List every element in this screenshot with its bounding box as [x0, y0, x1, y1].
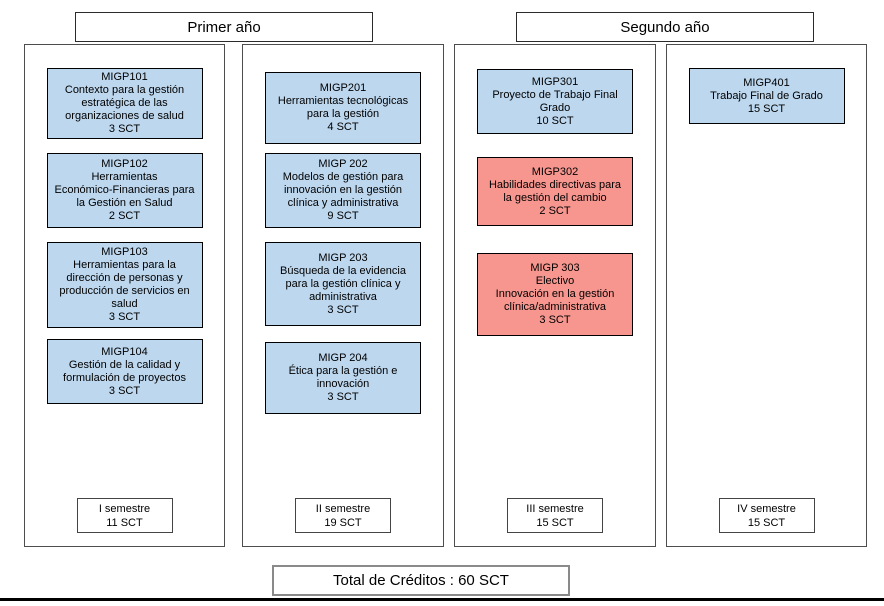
semester-column-2: MIGP201 Herramientas tecnológicas para l… [242, 44, 444, 547]
semester-column-3: MIGP301 Proyecto de Trabajo Final Grado … [454, 44, 656, 547]
year-title-primer-ano: Primer año [75, 12, 373, 42]
course-title: Gestión de la calidad y formulación de p… [63, 358, 186, 384]
course-box-migp303: MIGP 303 Electivo Innovación en la gesti… [477, 253, 633, 336]
semester-column-1: MIGP101 Contexto para la gestión estraté… [24, 44, 225, 547]
semester-credits: 19 SCT [324, 516, 362, 529]
total-credits-box: Total de Créditos : 60 SCT [272, 565, 570, 596]
course-title: Proyecto de Trabajo Final Grado [492, 88, 618, 114]
course-code: MIGP 204 [318, 352, 368, 364]
semester-name: II semestre [315, 502, 371, 515]
course-code: MIGP 303 [530, 262, 580, 274]
course-title: Herramientas tecnológicas para la gestió… [277, 95, 409, 120]
course-box-migp104: MIGP104 Gestión de la calidad y formulac… [46, 339, 203, 404]
semester-credits: 15 SCT [747, 516, 786, 529]
course-box-migp301: MIGP301 Proyecto de Trabajo Final Grado … [477, 69, 633, 134]
course-title: Electivo Innovación en la gestión clínic… [495, 275, 615, 313]
course-title: Contexto para la gestión estratégica de … [64, 84, 185, 122]
course-code: MIGP 202 [318, 158, 368, 170]
semester-name: IV semestre [737, 502, 796, 515]
year-title-segundo-ano: Segundo año [516, 12, 814, 42]
semester-credits: 11 SCT [106, 516, 143, 529]
year-label: Segundo año [620, 18, 710, 36]
course-box-migp202: MIGP 202 Modelos de gestión para innovac… [265, 153, 421, 228]
course-code: MIGP301 [531, 75, 579, 88]
course-title: Búsqueda de la evidencia para la gestión… [280, 264, 406, 303]
course-box-migp201: MIGP201 Herramientas tecnológicas para l… [265, 72, 421, 144]
semester-total-box-4: IV semestre 15 SCT [718, 498, 815, 533]
course-credits: 3 SCT [108, 123, 141, 135]
course-title: Habilidades directivas para la gestión d… [488, 178, 622, 204]
course-credits: 3 SCT [539, 314, 571, 326]
course-credits: 3 SCT [108, 384, 141, 397]
course-code: MIGP 203 [318, 251, 368, 264]
semester-total-box-1: I semestre 11 SCT [76, 498, 173, 533]
total-credits-label: Total de Créditos : 60 SCT [333, 572, 509, 589]
course-code: MIGP103 [101, 246, 148, 258]
year-label: Primer año [187, 18, 261, 36]
course-credits: 10 SCT [536, 114, 574, 127]
semester-total-box-2: II semestre 19 SCT [295, 498, 391, 533]
course-box-migp302: MIGP302 Habilidades directivas para la g… [477, 157, 633, 226]
course-box-migp103: MIGP103 Herramientas para la dirección d… [46, 242, 203, 328]
course-code: MIGP201 [319, 82, 367, 94]
semester-name: I semestre [98, 502, 151, 515]
course-credits: 2 SCT [108, 210, 141, 222]
course-code: MIGP101 [101, 71, 148, 83]
course-title: Herramientas Económico-Financieras para … [54, 171, 195, 209]
semester-credits: 15 SCT [536, 516, 574, 529]
course-box-migp203: MIGP 203 Búsqueda de la evidencia para l… [265, 242, 421, 326]
bottom-divider [0, 598, 884, 601]
course-box-migp102: MIGP102 Herramientas Económico-Financier… [46, 153, 203, 228]
course-title: Trabajo Final de Grado [710, 89, 823, 102]
course-title: Herramientas para la dirección de person… [59, 259, 190, 310]
course-code: MIGP401 [743, 76, 790, 89]
course-credits: 4 SCT [327, 121, 359, 133]
course-box-migp101: MIGP101 Contexto para la gestión estraté… [46, 68, 203, 139]
course-code: MIGP104 [101, 345, 148, 358]
course-code: MIGP102 [101, 158, 148, 170]
course-title: Modelos de gestión para innovación en la… [282, 171, 404, 209]
course-box-migp204: MIGP 204 Ética para la gestión e innovac… [265, 342, 421, 414]
semester-column-4: MIGP401 Trabajo Final de Grado 15 SCT IV… [666, 44, 867, 547]
course-credits: 9 SCT [327, 210, 359, 222]
course-credits: 15 SCT [747, 102, 786, 115]
course-credits: 2 SCT [539, 204, 571, 217]
semester-total-box-3: III semestre 15 SCT [507, 498, 603, 533]
semester-name: III semestre [526, 502, 584, 515]
course-title: Ética para la gestión e innovación [288, 365, 398, 390]
course-credits: 3 SCT [327, 303, 359, 316]
course-box-migp401: MIGP401 Trabajo Final de Grado 15 SCT [688, 68, 845, 124]
course-credits: 3 SCT [108, 311, 141, 323]
course-code: MIGP302 [531, 165, 579, 178]
course-credits: 3 SCT [327, 391, 359, 403]
